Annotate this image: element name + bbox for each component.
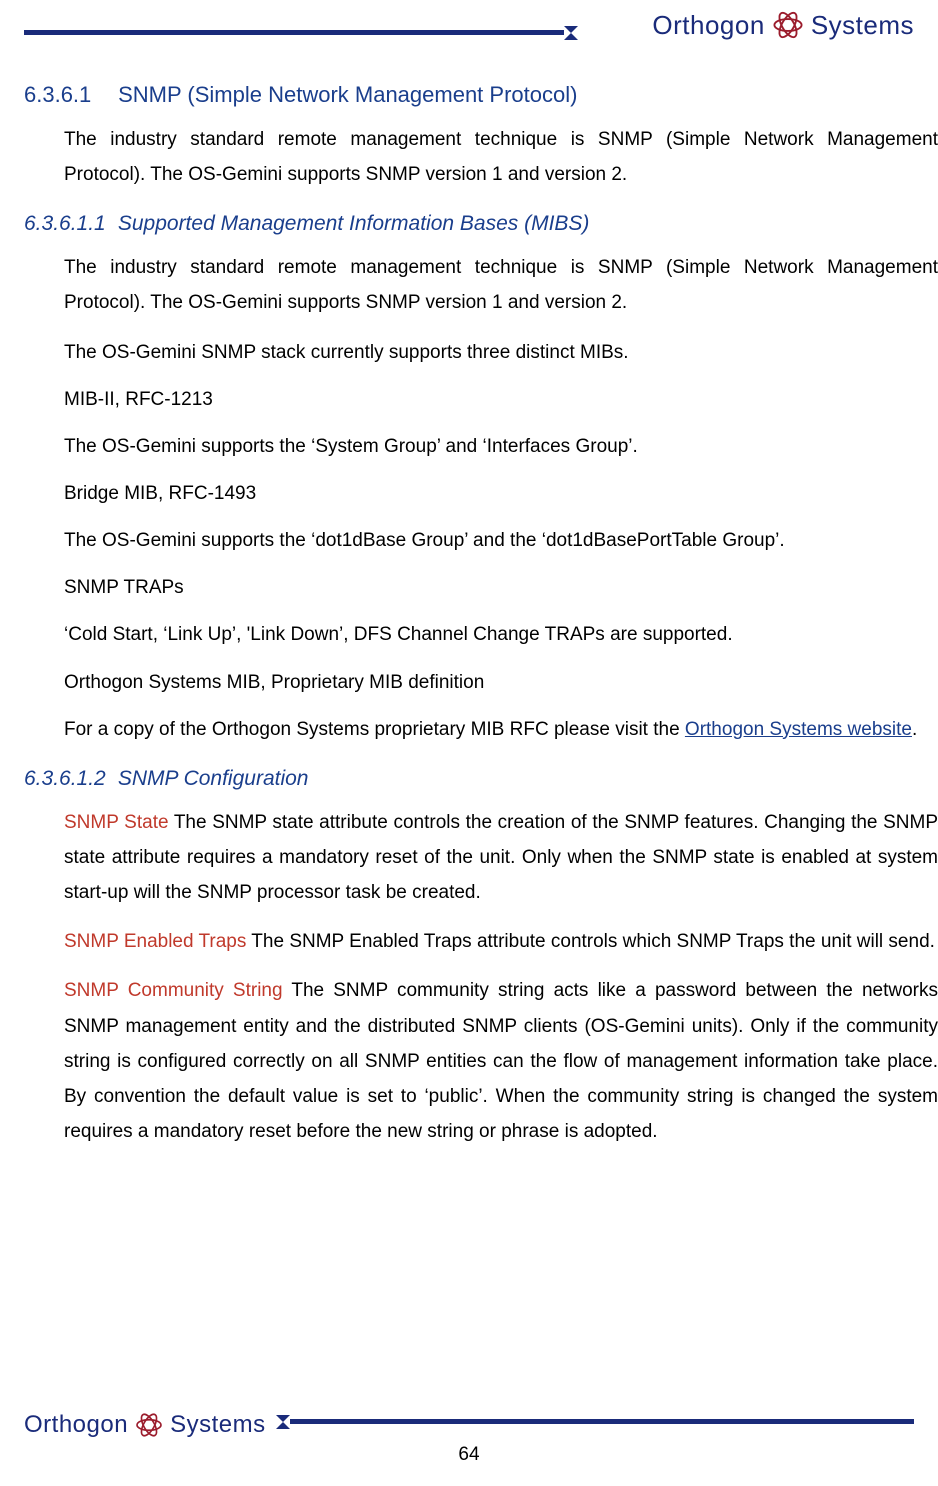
paragraph: ‘Cold Start, ‘Link Up’, 'Link Down’, DFS… (64, 617, 938, 652)
brand-logo-bottom: Orthogon Systems (24, 1410, 266, 1440)
paragraph: Orthogon Systems MIB, Proprietary MIB de… (64, 665, 938, 700)
paragraph: The OS-Gemini supports the ‘dot1dBase Gr… (64, 523, 938, 558)
config-label: SNMP State (64, 812, 169, 833)
paragraph: The OS-Gemini supports the ‘System Group… (64, 429, 938, 464)
heading-text: Supported Management Information Bases (… (118, 212, 590, 235)
config-text: The SNMP state attribute controls the cr… (64, 812, 938, 903)
heading-text: SNMP Configuration (118, 767, 309, 790)
config-snmp-state: SNMP State The SNMP state attribute cont… (64, 805, 938, 910)
header-rule (24, 30, 564, 35)
footer-rule (290, 1419, 914, 1424)
heading-number: 6.3.6.1.1 (24, 212, 112, 236)
orthogon-website-link[interactable]: Orthogon Systems website (685, 719, 912, 740)
page-number: 64 (0, 1444, 938, 1466)
heading-text: SNMP (Simple Network Management Protocol… (118, 82, 577, 107)
paragraph: SNMP TRAPs (64, 570, 938, 605)
config-label: SNMP Enabled Traps (64, 931, 246, 952)
brand-knot-icon (771, 8, 805, 42)
page-header: Orthogon Systems (0, 0, 938, 60)
page-content: 6.3.6.1 SNMP (Simple Network Management … (24, 82, 938, 1163)
config-snmp-enabled-traps: SNMP Enabled Traps The SNMP Enabled Trap… (64, 924, 938, 959)
brand-name-left: Orthogon (24, 1411, 128, 1439)
brand-name-left: Orthogon (652, 10, 764, 41)
heading-6361: 6.3.6.1 SNMP (Simple Network Management … (24, 82, 938, 108)
paragraph: MIB-II, RFC-1213 (64, 382, 938, 417)
config-snmp-community-string: SNMP Community String The SNMP community… (64, 973, 938, 1149)
paragraph-text: . (912, 719, 917, 740)
heading-number: 6.3.6.1 (24, 82, 112, 108)
config-label: SNMP Community String (64, 980, 283, 1001)
brand-name-right: Systems (170, 1411, 266, 1439)
paragraph: The OS-Gemini SNMP stack currently suppo… (64, 335, 938, 370)
paragraph: The industry standard remote management … (64, 122, 938, 192)
paragraph-with-link: For a copy of the Orthogon Systems propr… (64, 712, 938, 747)
paragraph: The industry standard remote management … (64, 250, 938, 320)
config-text: The SNMP Enabled Traps attribute control… (246, 931, 935, 952)
page-footer: Orthogon Systems 64 (0, 1396, 938, 1466)
paragraph-text: For a copy of the Orthogon Systems propr… (64, 719, 685, 740)
brand-name-right: Systems (811, 10, 914, 41)
brand-logo-top: Orthogon Systems (652, 8, 914, 42)
config-text: The SNMP community string acts like a pa… (64, 980, 938, 1142)
heading-63611: 6.3.6.1.1 Supported Management Informati… (24, 212, 938, 236)
paragraph: Bridge MIB, RFC-1493 (64, 476, 938, 511)
heading-63612: 6.3.6.1.2 SNMP Configuration (24, 767, 938, 791)
brand-knot-icon (134, 1410, 164, 1440)
heading-number: 6.3.6.1.2 (24, 767, 112, 791)
page-root: Orthogon Systems 6.3.6.1 SNMP (Simple Ne… (0, 0, 938, 1486)
